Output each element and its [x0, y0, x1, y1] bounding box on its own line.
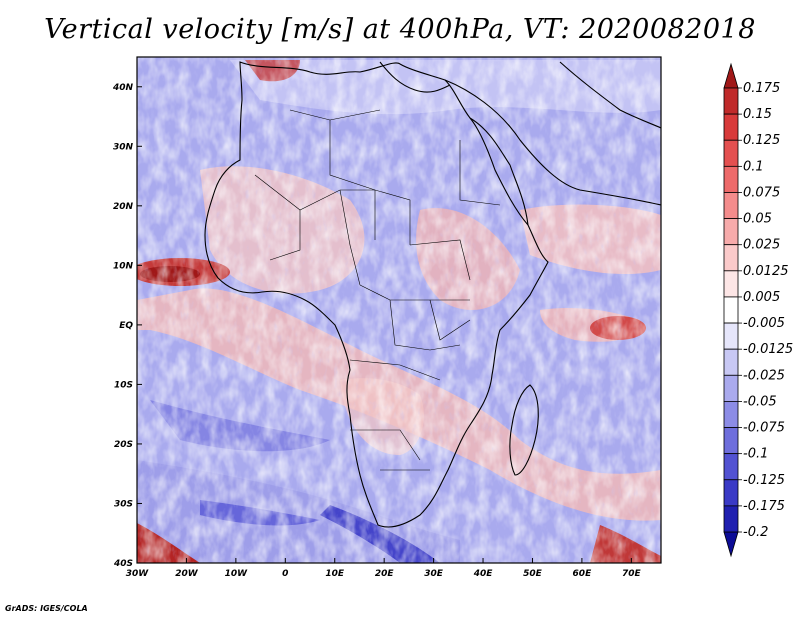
colorbar-label: 0.175 [743, 81, 780, 96]
colorbar-box [723, 479, 739, 507]
colorbar-label: -0.075 [743, 421, 785, 436]
colorbar-bottom-triangle [723, 531, 739, 558]
colorbar-box [723, 139, 739, 167]
colorbar-box [723, 165, 739, 193]
colorbar-top-triangle [723, 62, 739, 89]
colorbar-box [723, 218, 739, 246]
lat-tick-label: 40N [112, 83, 134, 93]
colorbar-label: -0.2 [743, 525, 768, 540]
colorbar-box [723, 401, 739, 428]
colorbar-label: -0.005 [743, 316, 785, 331]
colorbar-box [723, 87, 739, 115]
colorbar-label: 0.125 [743, 133, 780, 148]
lon-tick-label: 70E [622, 569, 642, 579]
lat-tick-label: EQ [119, 321, 133, 331]
lon-tick-label: 20W [175, 569, 199, 579]
lon-tick-label: 60E [573, 569, 593, 579]
lat-tick-label: 20N [113, 202, 134, 212]
lat-tick-label: 30S [114, 499, 133, 509]
colorbar-box [723, 505, 739, 533]
lon-tick-label: 30E [424, 569, 444, 579]
longitude-axis: 30W 20W 10W 0 10E 20E 30E 40E 50E 60E 70E [126, 558, 642, 579]
lon-tick-label: 0 [282, 569, 288, 579]
colorbar-label: -0.05 [743, 394, 777, 409]
latitude-axis: 40N 30N 20N 10N EQ 10S 20S 30S 40S [112, 83, 142, 569]
lat-tick-label: 10S [114, 380, 133, 390]
colorbar-box [723, 244, 739, 272]
lon-tick-label: 10W [225, 569, 249, 579]
vertical-velocity-field [137, 57, 661, 563]
grads-credit: GrADS: IGES/COLA [5, 604, 88, 613]
colorbar-label: 0.15 [743, 107, 772, 122]
colorbar-label: -0.0125 [743, 342, 793, 357]
lon-tick-label: 20E [375, 569, 395, 579]
colorbar-label: 0.0125 [743, 264, 789, 279]
colorbar-box [723, 192, 739, 219]
colorbar-label: 0.005 [743, 290, 780, 305]
lat-tick-label: 10N [113, 261, 134, 271]
colorbar-box [723, 270, 739, 298]
coastlines [204, 61, 661, 528]
colorbar-label: 0.05 [743, 212, 772, 227]
colorbar-box [723, 296, 739, 324]
lon-tick-label: 40E [473, 569, 494, 579]
colorbar-box [723, 427, 739, 455]
colorbar-box [723, 113, 739, 141]
colorbar-label: 0.025 [743, 238, 780, 253]
lon-tick-label: 10E [325, 569, 345, 579]
lon-tick-label: 30W [126, 569, 150, 579]
country-borders [254, 109, 501, 471]
colorbar-label: -0.025 [743, 368, 785, 383]
colorbar: 0.175 0.15 0.125 0.1 0.075 0.05 0.025 0.0125 0.0… [723, 62, 793, 558]
colorbar-label: 0.075 [743, 185, 780, 200]
colorbar-label: -0.175 [743, 499, 785, 514]
colorbar-box [723, 374, 739, 402]
plot-title: Vertical velocity [m/s] at 400hPa, VT: 2… [44, 14, 756, 45]
lat-tick-label: 40S [113, 559, 133, 569]
colorbar-box [723, 453, 739, 481]
colorbar-label: -0.125 [743, 473, 785, 488]
colorbar-label: -0.1 [743, 447, 768, 462]
lat-tick-label: 30N [113, 142, 134, 152]
lat-tick-label: 20S [114, 440, 133, 450]
map-frame [136, 56, 662, 564]
colorbar-box [723, 322, 739, 350]
lon-tick-label: 50E [523, 569, 543, 579]
colorbar-box [723, 348, 739, 376]
colorbar-label: 0.1 [743, 159, 764, 174]
